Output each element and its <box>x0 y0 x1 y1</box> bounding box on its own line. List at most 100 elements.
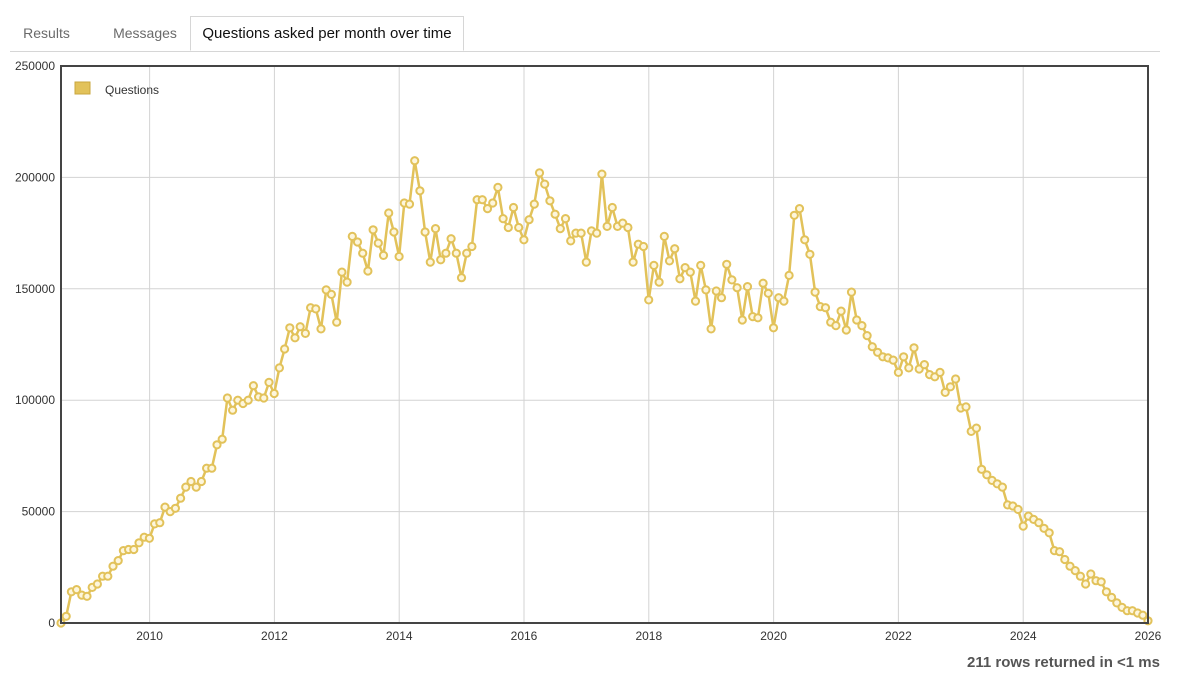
data-point[interactable] <box>550 209 560 219</box>
data-point[interactable] <box>1075 571 1086 581</box>
data-point[interactable] <box>899 352 909 362</box>
data-point[interactable] <box>1081 579 1091 589</box>
data-point[interactable] <box>92 579 103 589</box>
data-point[interactable] <box>638 241 649 252</box>
data-point[interactable] <box>758 278 768 288</box>
data-point[interactable] <box>61 611 71 621</box>
data-point[interactable] <box>820 303 831 313</box>
data-point[interactable] <box>113 556 123 566</box>
data-point[interactable] <box>664 256 675 266</box>
data-point[interactable] <box>394 251 404 262</box>
data-point[interactable] <box>1034 518 1044 528</box>
data-point[interactable] <box>129 544 139 555</box>
data-point[interactable] <box>555 224 565 234</box>
data-point[interactable] <box>685 267 695 277</box>
data-point[interactable] <box>909 343 919 353</box>
data-point[interactable] <box>722 259 732 269</box>
data-point[interactable] <box>488 198 498 208</box>
data-point[interactable] <box>623 222 633 233</box>
data-point[interactable] <box>566 236 576 246</box>
data-point[interactable] <box>482 204 493 214</box>
data-point[interactable] <box>462 248 472 258</box>
data-point[interactable] <box>867 342 877 352</box>
data-point[interactable] <box>384 208 394 218</box>
data-point[interactable] <box>742 282 753 292</box>
data-point[interactable] <box>701 285 711 295</box>
data-point[interactable] <box>425 257 435 267</box>
data-point[interactable] <box>285 323 295 333</box>
data-point[interactable] <box>524 215 534 225</box>
data-point[interactable] <box>436 255 446 265</box>
data-point[interactable] <box>857 321 867 331</box>
data-point[interactable] <box>560 214 571 224</box>
data-point[interactable] <box>103 571 113 581</box>
data-point[interactable] <box>649 260 659 270</box>
data-point[interactable] <box>940 387 950 397</box>
data-point[interactable] <box>300 328 310 338</box>
data-point[interactable] <box>378 250 389 260</box>
data-point[interactable] <box>997 482 1008 492</box>
data-point[interactable] <box>228 405 238 415</box>
data-point[interactable] <box>1070 566 1080 576</box>
data-point[interactable] <box>1101 587 1112 597</box>
data-point[interactable] <box>789 210 799 220</box>
data-point[interactable] <box>737 315 747 325</box>
data-point[interactable] <box>977 464 987 474</box>
data-point[interactable] <box>222 393 232 403</box>
data-point[interactable] <box>592 228 602 238</box>
data-point[interactable] <box>274 363 284 373</box>
data-point[interactable] <box>836 306 846 316</box>
data-point[interactable] <box>415 186 425 196</box>
data-point[interactable] <box>945 382 956 392</box>
data-point[interactable] <box>134 538 144 548</box>
data-point[interactable] <box>503 222 513 233</box>
data-point[interactable] <box>264 377 274 387</box>
data-point[interactable] <box>446 234 456 244</box>
data-point[interactable] <box>784 270 794 280</box>
data-point[interactable] <box>186 476 196 487</box>
data-point[interactable] <box>373 238 383 248</box>
data-point[interactable] <box>675 274 685 284</box>
data-point[interactable] <box>706 324 716 334</box>
data-point[interactable] <box>841 325 851 335</box>
data-point[interactable] <box>971 423 982 433</box>
data-point[interactable] <box>602 221 612 231</box>
data-point[interactable] <box>508 202 519 213</box>
data-point[interactable] <box>805 249 815 259</box>
data-point[interactable] <box>295 322 305 332</box>
data-point[interactable] <box>1060 554 1070 565</box>
data-point[interactable] <box>716 293 727 303</box>
data-point[interactable] <box>659 231 669 241</box>
data-point[interactable] <box>280 344 290 354</box>
data-point[interactable] <box>410 156 420 166</box>
data-point[interactable] <box>347 231 357 241</box>
data-point[interactable] <box>732 283 742 293</box>
data-point[interactable] <box>337 267 347 277</box>
data-point[interactable] <box>534 168 545 178</box>
data-point[interactable] <box>810 287 820 297</box>
data-point[interactable] <box>1096 577 1106 587</box>
data-point[interactable] <box>352 237 363 247</box>
data-point[interactable] <box>368 225 378 235</box>
data-point[interactable] <box>243 395 253 405</box>
data-point[interactable] <box>581 257 591 267</box>
data-point[interactable] <box>529 199 539 209</box>
data-point[interactable] <box>311 304 321 314</box>
data-point[interactable] <box>794 204 805 214</box>
data-point[interactable] <box>467 241 477 252</box>
data-point[interactable] <box>451 248 461 258</box>
data-point[interactable] <box>862 331 872 341</box>
data-point[interactable] <box>1138 610 1148 620</box>
data-point[interactable] <box>763 288 773 298</box>
data-point[interactable] <box>831 321 841 331</box>
data-point[interactable] <box>389 227 399 237</box>
data-point[interactable] <box>358 248 368 258</box>
data-point[interactable] <box>800 235 810 245</box>
data-point[interactable] <box>1086 569 1096 579</box>
data-point[interactable] <box>316 324 326 334</box>
data-point[interactable] <box>191 482 201 492</box>
data-point[interactable] <box>477 195 487 205</box>
data-point[interactable] <box>155 518 165 528</box>
data-point[interactable] <box>332 317 342 327</box>
data-point[interactable] <box>196 476 206 487</box>
